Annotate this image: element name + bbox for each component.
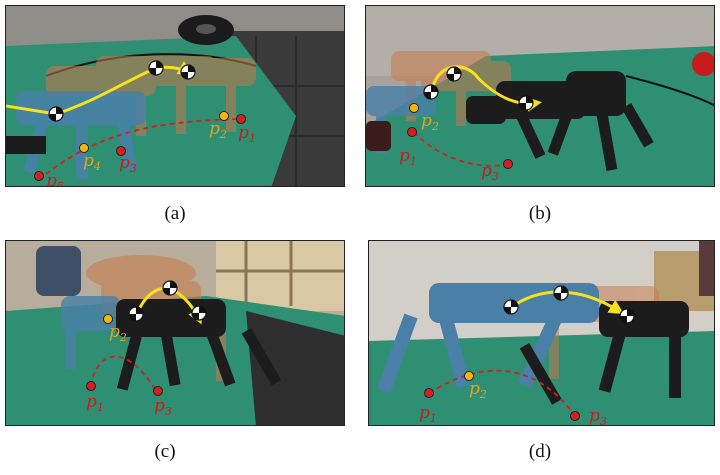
point-label-p3: p3 bbox=[589, 406, 607, 426]
photo-panel-d: p1 p2 p3 bbox=[368, 240, 715, 426]
center-of-mass-marker bbox=[619, 308, 635, 324]
point-label-p3: p3 bbox=[154, 396, 172, 418]
foot-trajectory bbox=[45, 118, 242, 175]
point-label-p1: p1 bbox=[419, 403, 437, 425]
center-of-mass-marker bbox=[446, 66, 462, 82]
center-of-mass-marker bbox=[423, 84, 439, 100]
body-trajectory bbox=[6, 61, 194, 116]
robot-black bbox=[116, 299, 282, 391]
foot-trajectory bbox=[413, 131, 509, 167]
contact-points bbox=[407, 103, 513, 169]
center-of-mass-marker bbox=[148, 60, 164, 76]
caption-d: (d) bbox=[528, 441, 552, 462]
contact-points bbox=[34, 111, 246, 181]
caption-a: (a) bbox=[164, 203, 186, 224]
center-of-mass-marker bbox=[503, 299, 519, 315]
photo-panel-a: p1 p2 p3 p4 p5 bbox=[5, 5, 345, 187]
center-of-mass-marker bbox=[553, 285, 569, 301]
photo-panel-b: p1 p2 p3 bbox=[365, 5, 715, 187]
photo-panel-c: p1 p2 p3 bbox=[5, 240, 345, 426]
point-label-p1: p1 bbox=[399, 146, 417, 168]
center-of-mass-marker bbox=[518, 95, 534, 111]
point-label-p2: p2 bbox=[109, 322, 127, 344]
point-label-p1: p1 bbox=[86, 392, 104, 414]
body-trajectory bbox=[429, 65, 542, 112]
point-label-p3: p3 bbox=[119, 153, 137, 175]
point-label-p1: p1 bbox=[238, 123, 256, 145]
point-label-p3: p3 bbox=[481, 161, 499, 183]
contact-points bbox=[86, 314, 163, 396]
point-label-p2: p2 bbox=[421, 111, 439, 133]
point-label-p2: p2 bbox=[209, 119, 227, 141]
center-of-mass-marker bbox=[191, 305, 207, 321]
caption-b: (b) bbox=[528, 203, 552, 224]
center-of-mass-marker bbox=[48, 106, 64, 122]
contact-points bbox=[424, 371, 580, 421]
center-of-mass-marker bbox=[128, 306, 144, 322]
foot-trajectory bbox=[428, 369, 576, 417]
point-label-p2: p2 bbox=[469, 379, 487, 401]
caption-c: (c) bbox=[154, 441, 176, 462]
foot-trajectory bbox=[90, 355, 157, 392]
point-label-p4: p4 bbox=[83, 151, 101, 173]
center-of-mass-marker bbox=[162, 280, 178, 296]
point-label-p5: p5 bbox=[46, 171, 64, 187]
center-of-mass-marker bbox=[180, 64, 196, 80]
